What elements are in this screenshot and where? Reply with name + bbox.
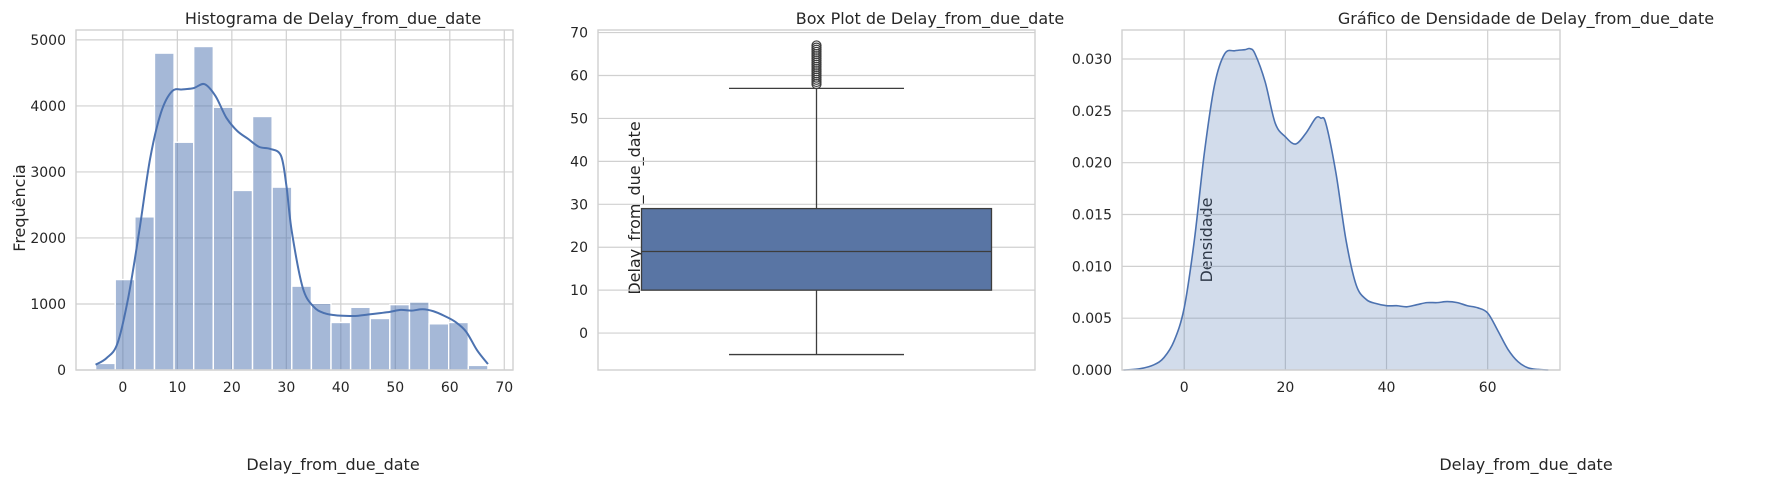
histogram-panel: Histograma de Delay_from_due_date Delay_…: [10, 9, 514, 475]
density-y-tick-label: 0.020: [1072, 156, 1112, 172]
histogram-x-tick-label: 40: [332, 380, 350, 396]
histogram-bar: [330, 321, 352, 371]
histogram-kde-line: [95, 82, 489, 366]
density-x-tick-label: 60: [1479, 380, 1497, 396]
density-title: Gráfico de Densidade de Delay_from_due_d…: [1338, 9, 1714, 29]
density-area-fill: [1123, 48, 1549, 370]
histogram-bar: [173, 141, 195, 371]
histogram-x-tick-label: 30: [277, 380, 295, 396]
boxplot-outliers: [811, 40, 822, 90]
histogram-title: Histograma de Delay_from_due_date: [185, 9, 481, 29]
histogram-x-tick-label: 50: [386, 380, 404, 396]
density-x-tick-label: 0: [1180, 380, 1189, 396]
density-frame: [1121, 29, 1561, 371]
histogram-frame: [75, 29, 514, 371]
histogram-y-tick-label: 2000: [30, 231, 66, 247]
histogram-x-tick-label: 70: [495, 380, 513, 396]
histogram-x-tick-label: 0: [118, 380, 127, 396]
boxplot-y-tick-label: 30: [570, 197, 588, 213]
density-y-tick-label: 0.000: [1072, 363, 1112, 379]
boxplot-panel: Box Plot de Delay_from_due_date Delay_fr…: [570, 9, 1065, 371]
boxplot-y-tick-label: 50: [570, 111, 588, 127]
histogram-x-tick-label: 10: [168, 380, 186, 396]
density-y-tick-label: 0.015: [1072, 208, 1112, 224]
histogram-bar: [369, 317, 391, 371]
histogram-bar: [232, 189, 254, 371]
density-y-tick-label: 0.025: [1072, 104, 1112, 120]
boxplot-y-tick-label: 40: [570, 154, 588, 170]
histogram-y-tick-label: 4000: [30, 99, 66, 115]
histogram-bar: [408, 301, 430, 371]
boxplot-y-tick-label: 10: [570, 283, 588, 299]
histogram-x-tick-label: 60: [441, 380, 459, 396]
density-panel: Gráfico de Densidade de Delay_from_due_d…: [1072, 9, 1714, 475]
histogram-bars: [94, 45, 489, 371]
boxplot-y-axis-label: Delay_from_due_date: [625, 121, 645, 294]
boxplot-y-tick-label: 70: [570, 26, 588, 42]
histogram-y-axis-label: Frequência: [10, 164, 29, 251]
histogram-y-tick-label: 5000: [30, 33, 66, 49]
boxplot-frame: [597, 29, 1036, 371]
histogram-bar: [389, 303, 411, 371]
density-curve: [1123, 47, 1549, 371]
density-x-tick-label: 40: [1378, 380, 1396, 396]
histogram-bar: [212, 106, 234, 371]
boxplot-y-tick-label: 20: [570, 240, 588, 256]
histogram-bar: [153, 52, 175, 371]
density-y-tick-label: 0.010: [1072, 259, 1112, 275]
density-x-axis-label: Delay_from_due_date: [1439, 455, 1612, 475]
histogram-x-tick-label: 20: [223, 380, 241, 396]
histogram-bar: [94, 362, 116, 371]
boxplot-box: [640, 207, 993, 291]
density-y-axis-label: Densidade: [1197, 197, 1216, 282]
histogram-bar: [114, 278, 136, 371]
density-y-tick-label: 0.030: [1072, 52, 1112, 68]
histogram-y-tick-label: 1000: [30, 297, 66, 313]
density-y-tick-label: 0.005: [1072, 311, 1112, 327]
histogram-bar: [192, 45, 215, 371]
histogram-y-tick-label: 0: [57, 363, 66, 379]
boxplot-y-tick-label: 0: [579, 326, 588, 342]
histogram-y-tick-label: 3000: [30, 165, 66, 181]
histogram-bar: [251, 115, 273, 371]
histogram-x-axis-label: Delay_from_due_date: [246, 455, 419, 475]
density-x-tick-label: 20: [1276, 380, 1294, 396]
boxplot-y-tick-label: 60: [570, 69, 588, 85]
histogram-bar: [428, 323, 450, 371]
boxplot-title: Box Plot de Delay_from_due_date: [796, 9, 1065, 29]
boxplot-outlier-point: [811, 40, 822, 51]
